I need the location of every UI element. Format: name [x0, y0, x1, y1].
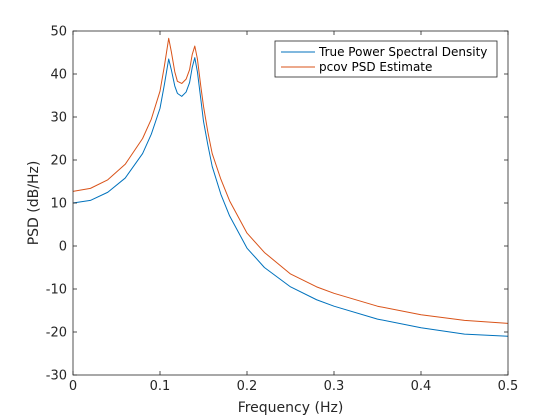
y-tick-label: -10 — [46, 283, 67, 298]
y-tick-label: 30 — [50, 111, 67, 126]
x-tick-label: 0.3 — [324, 379, 345, 394]
y-tick-label: -30 — [46, 369, 67, 384]
y-tick-label: 10 — [50, 197, 67, 212]
plot-area — [73, 31, 508, 375]
legend: True Power Spectral Density pcov PSD Est… — [274, 40, 498, 78]
y-tick-label: 40 — [50, 68, 67, 83]
legend-box — [274, 40, 498, 78]
legend-label-pcov-estimate: pcov PSD Estimate — [319, 60, 432, 74]
x-tick-label: 0.4 — [411, 379, 432, 394]
series-layer — [72, 37, 509, 337]
y-tick-label: 0 — [59, 240, 67, 255]
plot-background — [73, 31, 508, 375]
y-axis-label: PSD (dB/Hz) — [26, 161, 42, 246]
legend-label-true-psd: True Power Spectral Density — [318, 45, 487, 59]
series-line-0 — [72, 57, 509, 337]
y-tick-label: 20 — [50, 154, 67, 169]
x-tick-label: 0.1 — [150, 379, 171, 394]
series-line-1 — [72, 37, 509, 324]
x-axis-label: Frequency (Hz) — [238, 400, 344, 416]
x-tick-label: 0.2 — [237, 379, 258, 394]
y-tick-label: 50 — [50, 25, 67, 40]
x-tick-label: 0.5 — [498, 379, 519, 394]
x-tick-label: 0 — [69, 379, 77, 394]
axes-layer: 0 0.1 0.2 0.3 0.4 0.5 -30 -20 -10 0 10 20 30 40 50 — [46, 25, 519, 395]
y-tick-label: -20 — [46, 326, 67, 341]
